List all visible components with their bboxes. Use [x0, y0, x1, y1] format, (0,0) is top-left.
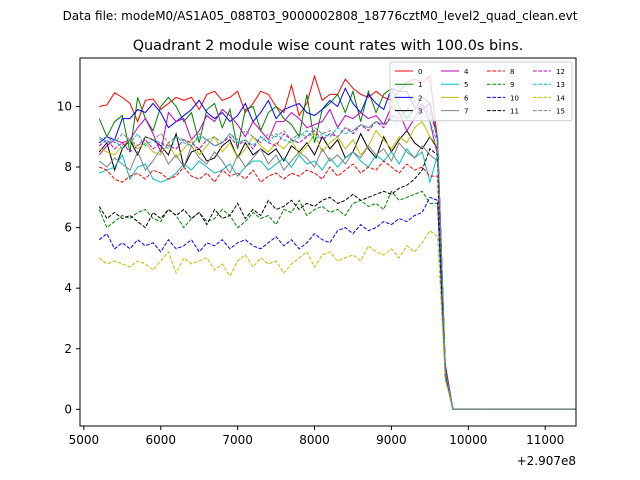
series-line-13: [98, 111, 576, 410]
y-axis: 0 2 4 6 8 10: [57, 99, 80, 416]
legend-label-8: 8: [510, 68, 514, 76]
series-line-12: [98, 99, 576, 410]
legend-label-9: 9: [510, 81, 514, 89]
legend-label-6: 6: [464, 94, 469, 102]
series-line-11: [98, 148, 576, 410]
legend-label-14: 14: [556, 94, 565, 102]
axes-frame: [79, 57, 577, 427]
legend-label-0: 0: [418, 68, 422, 76]
x-tick-label: 10000: [449, 433, 487, 447]
x-tick-label: 8000: [299, 433, 330, 447]
series-line-14: [98, 229, 576, 410]
series-line-7: [98, 141, 576, 410]
x-tick-label: 7000: [222, 433, 253, 447]
y-tick-label: 6: [64, 221, 72, 235]
plot-lines: [98, 74, 576, 410]
series-line-9: [98, 190, 576, 410]
legend-label-2: 2: [418, 94, 422, 102]
y-tick-label: 8: [64, 160, 72, 174]
x-offset-label: +2.907e8: [517, 454, 576, 468]
legend-label-10: 10: [510, 94, 519, 102]
legend-label-13: 13: [556, 81, 565, 89]
legend-label-11: 11: [510, 108, 519, 116]
series-line-3: [98, 129, 576, 410]
y-tick-label: 2: [64, 342, 72, 356]
y-tick-label: 10: [57, 99, 72, 113]
series-line-1: [98, 87, 576, 410]
x-tick-label: 5000: [69, 433, 100, 447]
legend-label-15: 15: [556, 108, 565, 116]
legend-label-7: 7: [464, 108, 468, 116]
x-axis: 5000 6000 7000 8000 9000 10000 11000: [69, 426, 564, 447]
series-line-5: [99, 147, 576, 410]
legend-label-4: 4: [464, 68, 469, 76]
series-line-4: [98, 102, 576, 410]
legend-label-3: 3: [418, 108, 422, 116]
y-tick-label: 4: [64, 281, 72, 295]
x-tick-label: 9000: [376, 433, 407, 447]
series-line-8: [99, 160, 576, 410]
legend-label-12: 12: [556, 68, 565, 76]
series-line-2: [98, 87, 576, 410]
x-tick-label: 6000: [145, 433, 176, 447]
series-line-15: [99, 102, 576, 410]
series-line-10: [98, 196, 576, 410]
chart-title: Quadrant 2 module wise count rates with …: [133, 38, 524, 54]
suptitle: Data file: modeM0/AS1A05_088T03_90000028…: [63, 9, 578, 23]
legend-box: [389, 61, 573, 122]
x-tick-label: 11000: [526, 433, 564, 447]
y-tick-label: 0: [64, 402, 72, 416]
legend-label-5: 5: [464, 81, 468, 89]
legend-label-1: 1: [418, 81, 422, 89]
